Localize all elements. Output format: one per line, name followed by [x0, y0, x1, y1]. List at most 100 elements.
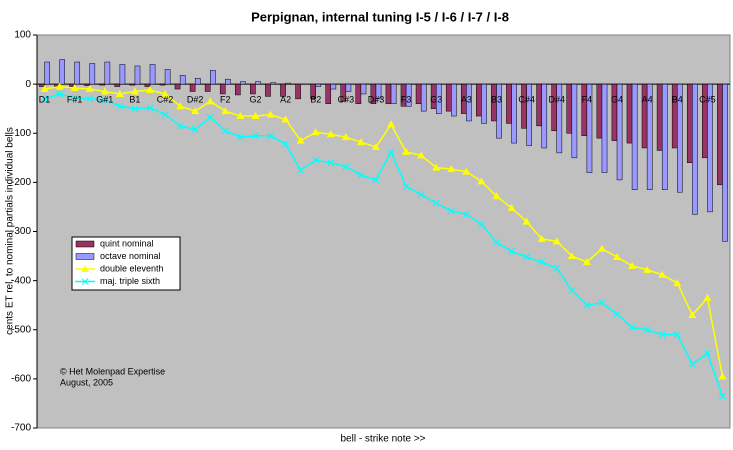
marker	[342, 163, 350, 171]
bar	[466, 83, 472, 122]
bar	[189, 83, 196, 92]
bar	[99, 83, 106, 86]
bar	[225, 78, 231, 85]
line	[44, 85, 724, 377]
x-axis-title: bell - strike note >>	[340, 434, 425, 445]
marker	[326, 130, 335, 138]
legend-label: octave nominal	[100, 251, 161, 261]
marker	[598, 299, 606, 307]
bar	[571, 83, 578, 159]
x-tick-label: G#1	[96, 95, 113, 105]
legend-label: maj. triple sixth	[100, 276, 160, 286]
bar	[586, 83, 593, 173]
marker	[191, 107, 200, 115]
marker	[221, 127, 229, 135]
marker	[55, 82, 64, 90]
marker	[477, 177, 486, 185]
marker	[688, 311, 697, 319]
marker	[417, 151, 426, 159]
x-tick-label: B1	[129, 95, 140, 105]
bar	[330, 83, 337, 90]
bar	[74, 61, 81, 85]
marker	[327, 159, 335, 167]
marker	[522, 217, 531, 225]
marker	[583, 301, 591, 309]
marker	[100, 87, 109, 95]
marker	[387, 148, 395, 156]
bar	[315, 83, 322, 87]
marker	[628, 261, 637, 269]
x-tick-label: B4	[672, 95, 683, 105]
x-tick-label: A2	[280, 95, 291, 105]
bar	[285, 82, 291, 85]
bar	[179, 75, 186, 85]
marker	[206, 114, 214, 121]
marker	[537, 234, 546, 242]
marker	[176, 122, 184, 130]
x-tick-label: G4	[611, 95, 623, 105]
y-tick-label: -500	[11, 324, 31, 335]
marker	[40, 85, 49, 93]
y-tick-label: 100	[14, 30, 31, 41]
marker	[508, 247, 515, 255]
marker	[356, 138, 365, 146]
marker	[266, 110, 275, 118]
y-tick-label: -200	[11, 177, 31, 188]
marker	[582, 257, 591, 265]
marker	[41, 95, 48, 103]
x-tick-label: F4	[582, 95, 593, 105]
marker	[282, 140, 290, 148]
marker	[311, 128, 320, 136]
marker	[673, 279, 682, 287]
legend-swatch	[75, 240, 95, 248]
bar	[255, 81, 261, 85]
bar	[601, 83, 608, 173]
bar	[375, 83, 382, 100]
x-tick-label: G2	[249, 95, 261, 105]
bar	[551, 83, 557, 132]
marker	[130, 87, 139, 95]
marker	[70, 84, 79, 92]
marker	[267, 132, 274, 140]
bar	[656, 83, 663, 151]
x-tick-label: C#5	[699, 95, 716, 105]
x-tick-label: G3	[430, 95, 442, 105]
marker	[462, 210, 470, 218]
bar	[114, 83, 121, 87]
marker	[296, 136, 305, 144]
bar	[210, 70, 216, 85]
marker	[86, 95, 94, 103]
bar	[722, 83, 728, 242]
bar	[39, 83, 45, 87]
annotation: August, 2005	[60, 377, 113, 387]
marker	[628, 323, 636, 331]
x-tick-label: F#1	[67, 95, 83, 105]
bar	[59, 59, 65, 85]
bar	[405, 83, 412, 107]
bar	[526, 83, 532, 146]
marker	[312, 156, 320, 164]
marker	[341, 133, 350, 141]
x-tick-label: D#3	[368, 95, 385, 105]
bar	[129, 83, 136, 86]
marker	[553, 264, 561, 272]
bar	[280, 83, 286, 97]
bar	[626, 83, 633, 144]
bar	[677, 83, 683, 193]
marker	[402, 147, 411, 155]
bar	[149, 64, 156, 85]
marker	[658, 331, 666, 339]
bar	[415, 83, 422, 105]
x-tick-label: B2	[310, 95, 321, 105]
x-tick-label: C#3	[338, 95, 355, 105]
marker	[538, 258, 546, 266]
marker	[417, 191, 425, 199]
bar	[646, 83, 653, 190]
bar	[506, 83, 512, 124]
marker	[703, 293, 712, 301]
marker	[161, 111, 169, 119]
marker	[357, 171, 365, 179]
x-tick-label: A4	[642, 95, 653, 105]
